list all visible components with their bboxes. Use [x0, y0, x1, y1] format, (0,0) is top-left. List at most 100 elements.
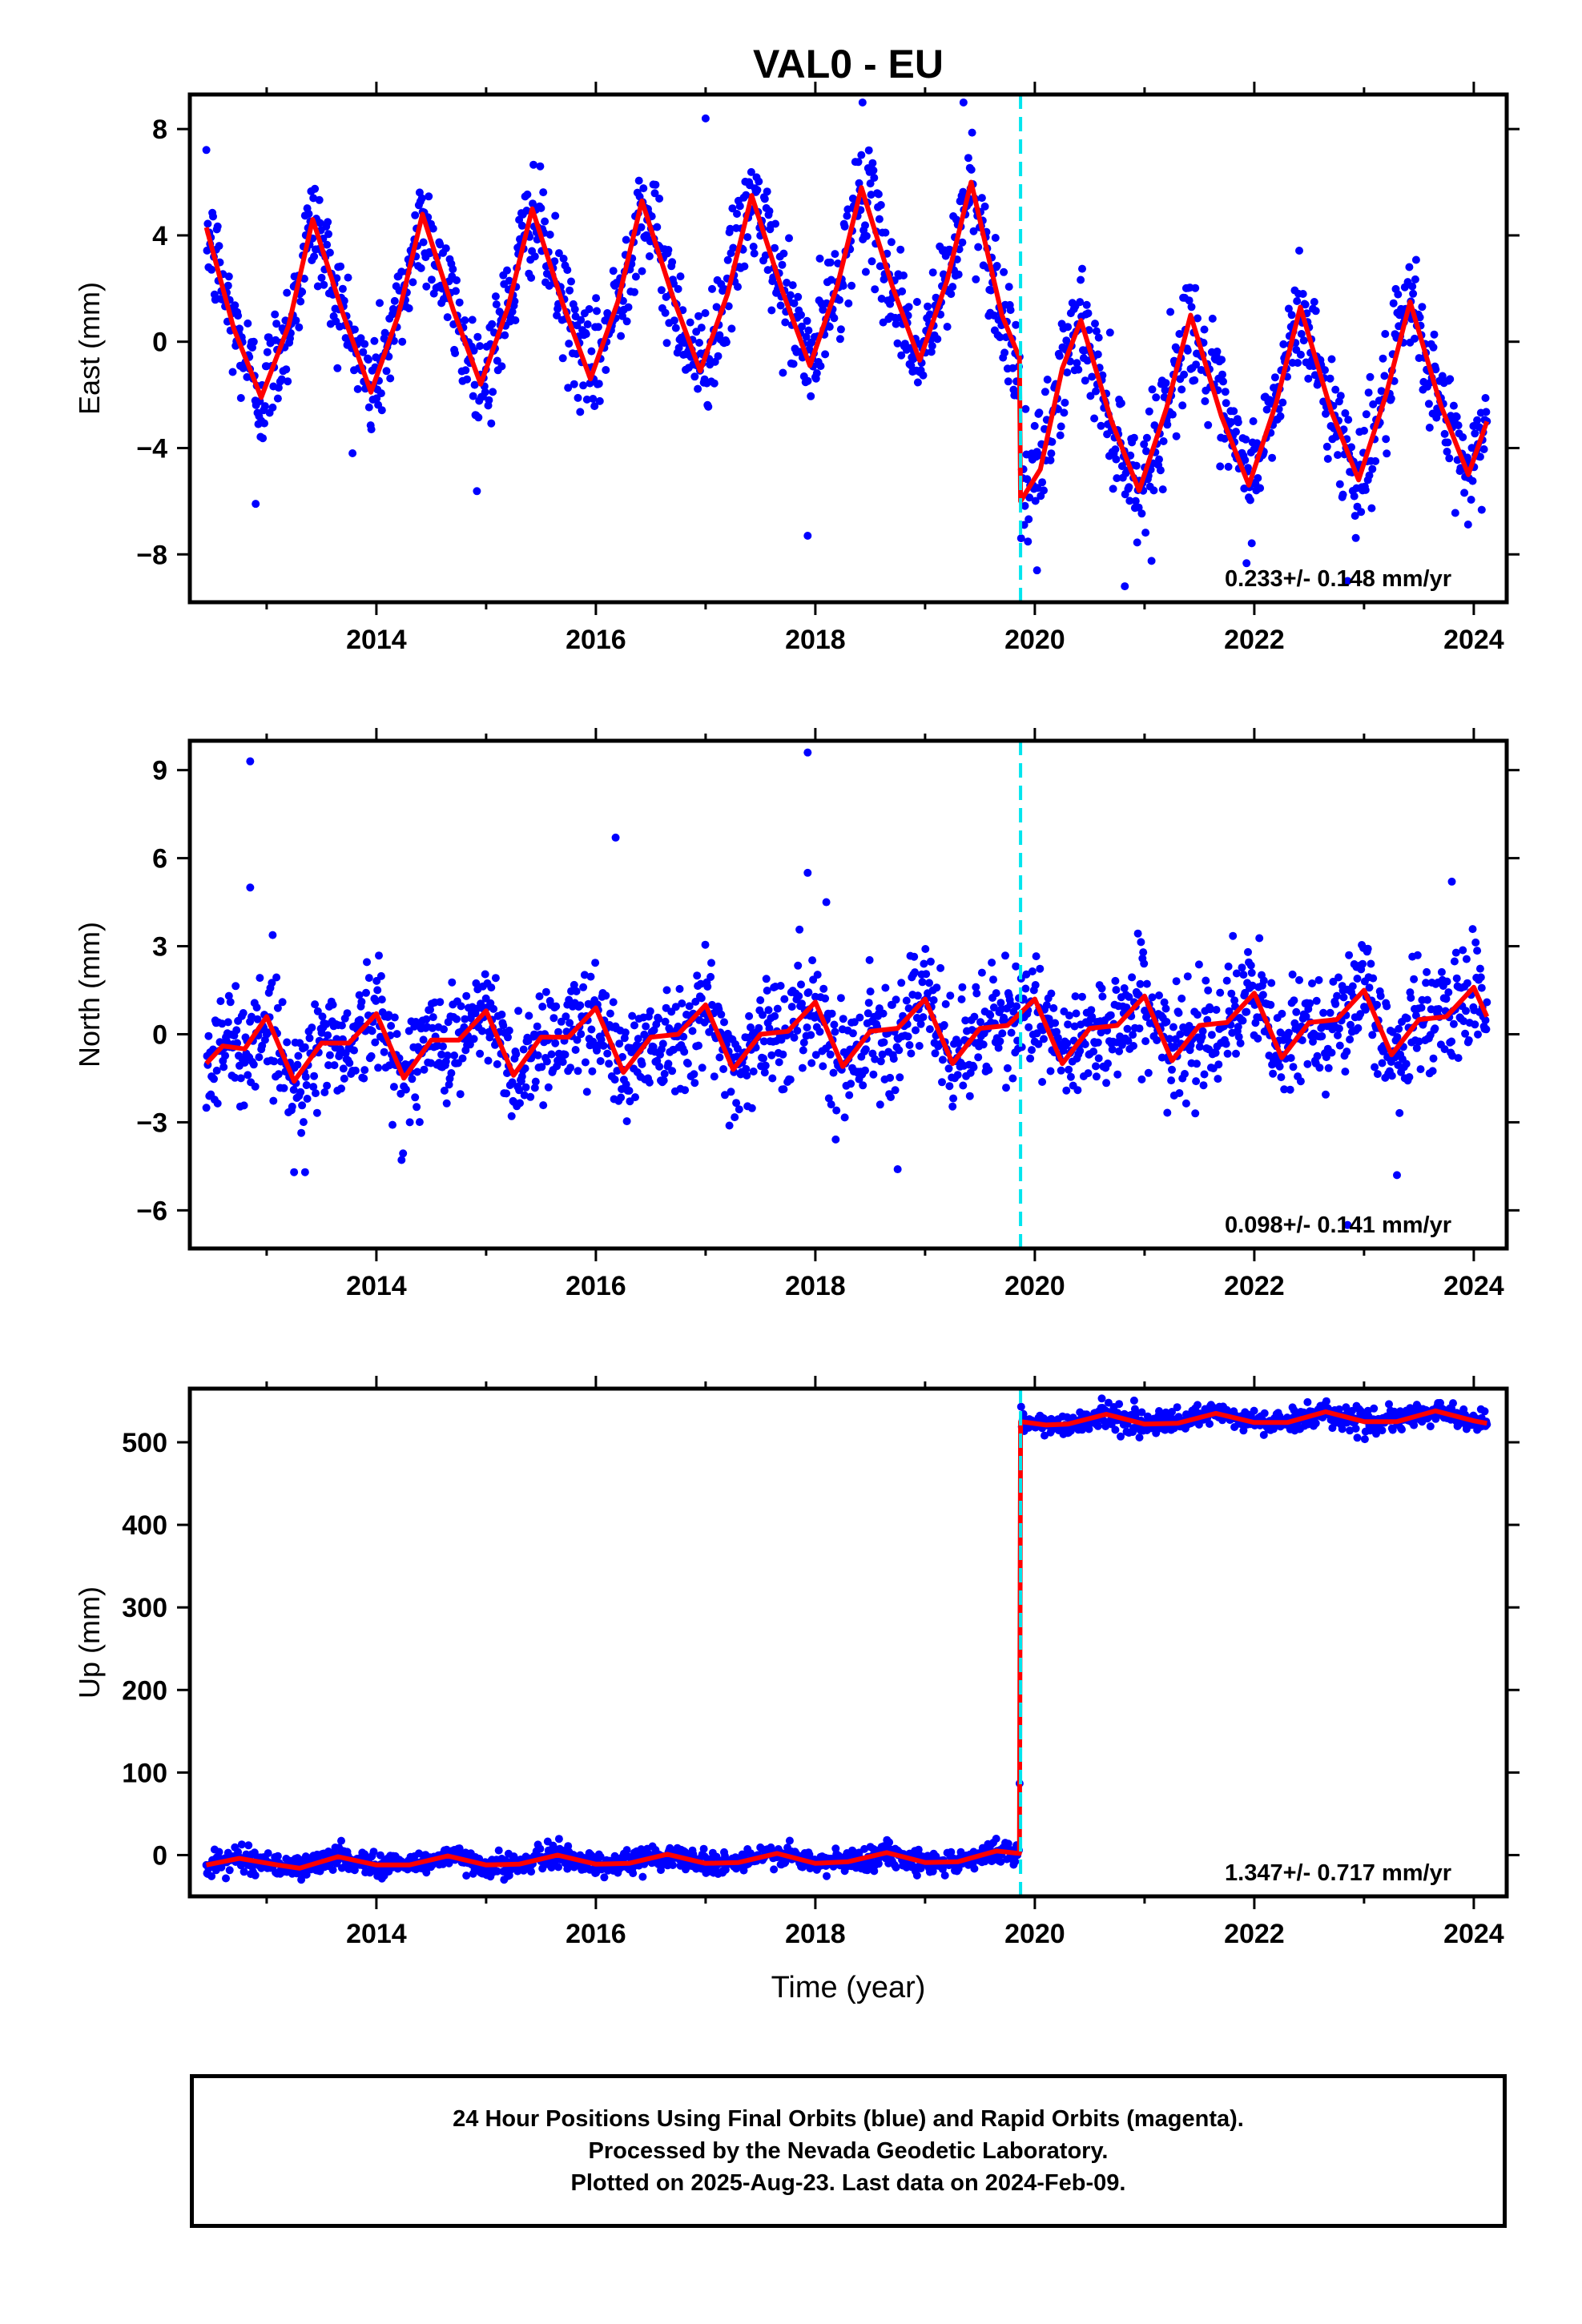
data-point: [1266, 1000, 1275, 1009]
data-point: [530, 1084, 539, 1092]
timeseries-chart: VAL0 - EU 2014 2016 2018 2020 2022 2024840−4−…: [73, 42, 1520, 2004]
data-point: [536, 1844, 545, 1853]
data-point: [1244, 947, 1252, 956]
data-point: [474, 413, 483, 422]
data-point: [904, 1004, 913, 1013]
data-point: [1415, 1037, 1423, 1046]
data-point: [827, 1009, 836, 1018]
data-point: [868, 159, 877, 167]
data-point: [1321, 366, 1329, 375]
data-point: [337, 1084, 345, 1093]
data-point: [798, 322, 806, 331]
data-point: [863, 1009, 872, 1018]
data-point: [300, 1043, 309, 1051]
y-tick-label: 6: [152, 844, 167, 875]
data-point: [533, 1022, 541, 1031]
data-point: [269, 1096, 278, 1105]
data-point: [1331, 999, 1340, 1008]
data-point: [1239, 971, 1248, 979]
data-point: [1133, 929, 1142, 938]
data-point: [1451, 509, 1459, 517]
plot-frame: [187, 92, 1509, 605]
data-point: [1155, 991, 1163, 999]
data-point: [697, 324, 706, 332]
data-point: [1454, 421, 1463, 430]
data-point: [1298, 290, 1307, 298]
data-point: [1296, 350, 1305, 359]
data-point: [260, 419, 268, 428]
data-point: [765, 207, 774, 215]
data-point: [338, 284, 347, 293]
data-point: [957, 995, 966, 1003]
data-point: [685, 1002, 694, 1011]
data-point: [1065, 1065, 1073, 1074]
data-point: [630, 287, 638, 296]
data-point: [357, 997, 366, 1006]
data-point: [617, 332, 626, 340]
data-point: [830, 314, 839, 323]
data-point: [213, 1099, 222, 1108]
data-point: [1249, 417, 1258, 425]
data-point: [313, 282, 322, 291]
data-point: [1448, 1051, 1457, 1060]
data-point: [563, 266, 572, 275]
data-point: [876, 1100, 884, 1109]
data-point: [807, 392, 815, 400]
data-point: [892, 320, 900, 328]
data-point: [794, 292, 803, 301]
panel-2: 2014 2016 2018 2020 2022 20245004003002001000…: [73, 1376, 1520, 2004]
data-point: [925, 1025, 934, 1034]
data-point: [312, 1108, 321, 1117]
data-point: [996, 333, 1004, 342]
data-point: [1395, 1024, 1403, 1033]
data-point: [1036, 964, 1045, 973]
data-point: [461, 1015, 469, 1023]
data-point: [1088, 1012, 1097, 1021]
data-point: [629, 1869, 638, 1878]
data-point: [1021, 404, 1030, 413]
data-point: [1334, 973, 1342, 982]
data-point: [521, 1064, 529, 1073]
data-point: [221, 1051, 230, 1060]
y-tick-label: −8: [136, 540, 167, 570]
data-point: [753, 186, 762, 195]
data-point: [949, 1094, 958, 1103]
data-point: [202, 1104, 211, 1112]
data-point: [1207, 1031, 1216, 1039]
data-point: [1311, 307, 1320, 316]
data-point: [1387, 1072, 1396, 1080]
data-point: [376, 971, 385, 980]
data-point: [1129, 1031, 1137, 1039]
data-point: [1097, 1028, 1105, 1037]
data-point: [634, 176, 643, 185]
data-point: [203, 246, 211, 255]
data-point: [892, 995, 900, 1004]
data-point: [1023, 475, 1032, 484]
data-point: [664, 1059, 673, 1068]
data-point: [288, 1102, 296, 1111]
data-point: [1176, 1030, 1185, 1039]
data-point: [1367, 504, 1376, 513]
data-point: [1411, 275, 1419, 283]
data-point: [581, 1058, 590, 1067]
data-point: [571, 1046, 580, 1054]
data-point: [1124, 1036, 1133, 1045]
data-point: [1454, 1054, 1463, 1063]
data-point: [989, 975, 997, 984]
data-point: [686, 318, 694, 327]
data-point: [1371, 1063, 1379, 1072]
outlier-point: [1447, 877, 1456, 886]
data-point: [1227, 418, 1236, 426]
data-point: [428, 1023, 437, 1032]
data-point: [1040, 1035, 1048, 1043]
data-point: [750, 249, 759, 258]
data-point: [1214, 1075, 1222, 1084]
data-point: [795, 925, 804, 934]
data-point: [1020, 521, 1029, 529]
data-point: [439, 1042, 447, 1051]
data-point: [603, 1049, 612, 1058]
data-point: [1306, 999, 1314, 1007]
data-point: [1072, 1009, 1081, 1018]
data-point: [1093, 350, 1102, 359]
data-point: [1409, 289, 1418, 298]
